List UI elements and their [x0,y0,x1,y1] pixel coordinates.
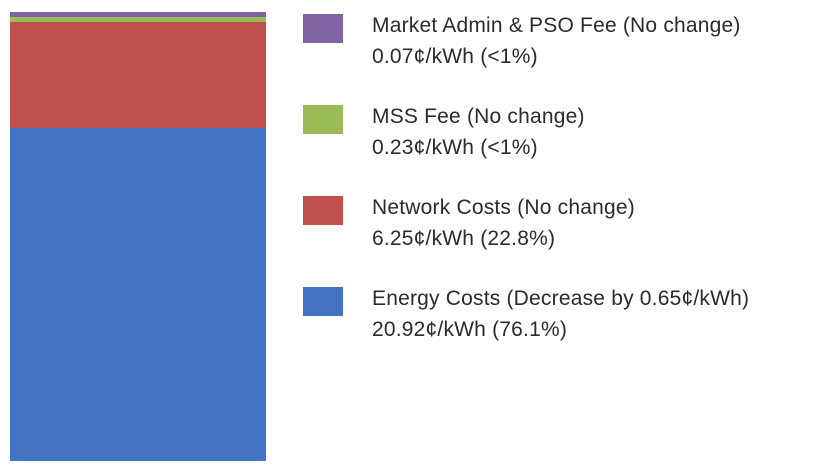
legend-value: 0.07¢/kWh (<1%) [372,45,538,68]
legend-item-network-costs: Network Costs (No change) 6.25¢/kWh (22.… [303,192,749,254]
legend-item-energy-costs: Energy Costs (Decrease by 0.65¢/kWh) 20.… [303,283,749,345]
legend-label: MSS Fee (No change) [372,105,585,128]
legend: Market Admin & PSO Fee (No change) 0.07¢… [303,10,749,345]
legend-color-swatch [303,14,343,43]
legend-item-market-admin-pso-fee: Market Admin & PSO Fee (No change) 0.07¢… [303,10,749,72]
legend-color-swatch [303,105,343,134]
bar-segment-mss-fee [10,16,266,22]
legend-value: 6.25¢/kWh (22.8%) [372,227,556,250]
legend-value: 0.23¢/kWh (<1%) [372,136,538,159]
legend-label: Network Costs (No change) [372,196,635,219]
legend-text: Market Admin & PSO Fee (No change) 0.07¢… [372,10,741,72]
legend-text: Energy Costs (Decrease by 0.65¢/kWh) 20.… [372,283,749,345]
legend-item-mss-fee: MSS Fee (No change) 0.23¢/kWh (<1%) [303,101,749,163]
legend-color-swatch [303,196,343,225]
legend-label: Energy Costs (Decrease by 0.65¢/kWh) [372,287,750,310]
legend-color-swatch [303,287,343,316]
legend-text: Network Costs (No change) 6.25¢/kWh (22.… [372,192,635,254]
bar-segment-network-costs [10,21,266,128]
legend-label: Market Admin & PSO Fee (No change) [372,14,741,37]
bar-segment-market-admin-pso-fee [10,12,266,17]
stacked-bar [10,12,266,461]
legend-value: 20.92¢/kWh (76.1%) [372,318,568,341]
legend-text: MSS Fee (No change) 0.23¢/kWh (<1%) [372,101,585,163]
bar-segment-energy-costs [10,127,266,461]
